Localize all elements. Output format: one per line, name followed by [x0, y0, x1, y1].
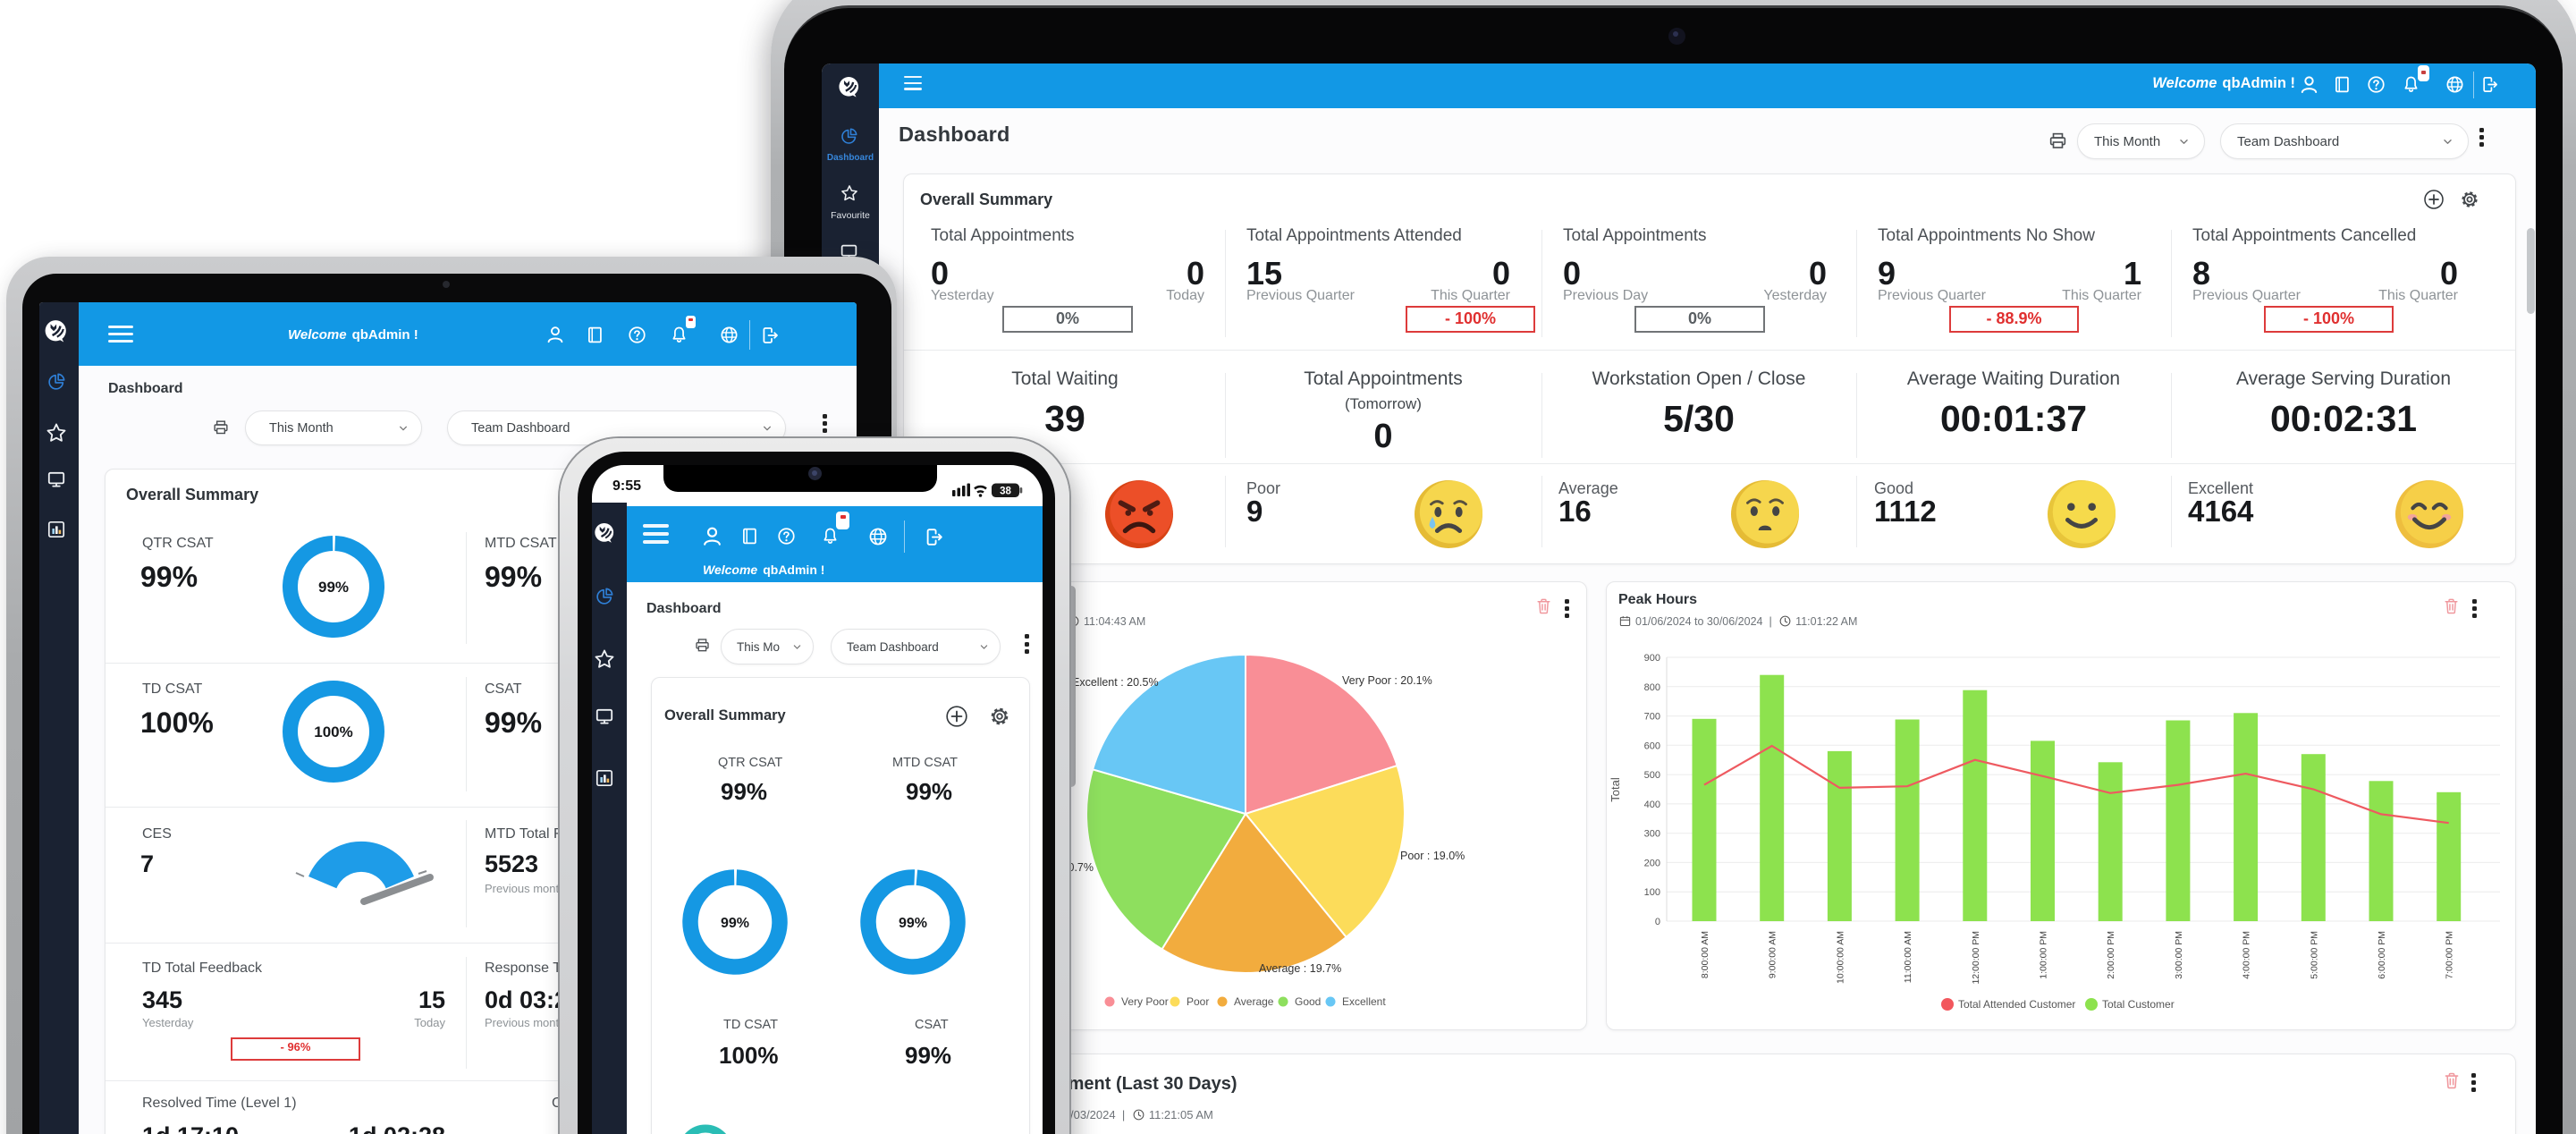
svg-text:Excellent : 20.5%: Excellent : 20.5%: [1072, 676, 1159, 689]
svg-text:900: 900: [1644, 653, 1660, 664]
svg-text:Total: Total: [1609, 777, 1622, 802]
svg-text:2:00:00 PM: 2:00:00 PM: [2106, 931, 2116, 979]
svg-text:Good: Good: [1295, 995, 1321, 1008]
svg-text:11:00:00 AM: 11:00:00 AM: [1903, 931, 1913, 983]
svg-text:0: 0: [1655, 917, 1660, 927]
svg-text:Very Poor: Very Poor: [1121, 995, 1169, 1008]
svg-text:99%: 99%: [899, 916, 927, 931]
svg-text:Total Attended Customer: Total Attended Customer: [1958, 998, 2075, 1011]
svg-text:600: 600: [1644, 740, 1660, 751]
svg-text:200: 200: [1644, 858, 1660, 868]
svg-text:10:00:00 AM: 10:00:00 AM: [1835, 931, 1845, 984]
svg-text:800: 800: [1644, 682, 1660, 693]
svg-text:500: 500: [1644, 770, 1660, 781]
svg-text:Poor: Poor: [1187, 995, 1209, 1008]
svg-text:8:00:00 AM: 8:00:00 AM: [1700, 931, 1710, 978]
svg-text:Average : 19.7%: Average : 19.7%: [1259, 962, 1341, 975]
svg-text:Excellent: Excellent: [1342, 995, 1386, 1008]
svg-text:100: 100: [1644, 887, 1660, 898]
svg-text:99%: 99%: [721, 916, 749, 931]
svg-text:Poor : 19.0%: Poor : 19.0%: [1400, 850, 1465, 862]
svg-text:3:00:00 PM: 3:00:00 PM: [2174, 931, 2184, 979]
svg-text:4:00:00 PM: 4:00:00 PM: [2242, 931, 2252, 979]
svg-text:7:00:00 PM: 7:00:00 PM: [2445, 931, 2455, 979]
svg-text:300: 300: [1644, 829, 1660, 840]
svg-text:700: 700: [1644, 712, 1660, 723]
svg-text:99%: 99%: [318, 579, 349, 596]
svg-text:1:00:00 PM: 1:00:00 PM: [2039, 931, 2049, 979]
svg-text:6:00:00 PM: 6:00:00 PM: [2377, 931, 2387, 979]
svg-text:400: 400: [1644, 800, 1660, 810]
svg-text:Total Customer: Total Customer: [2102, 998, 2175, 1011]
svg-text:100%: 100%: [314, 724, 352, 740]
svg-text:38: 38: [1000, 487, 1011, 497]
svg-text:12:00:00 PM: 12:00:00 PM: [1971, 931, 1981, 985]
svg-text:5:00:00 PM: 5:00:00 PM: [2309, 931, 2319, 979]
svg-text:Average: Average: [1234, 995, 1274, 1008]
svg-text:9:00:00 AM: 9:00:00 AM: [1768, 931, 1778, 978]
svg-text:Very Poor : 20.1%: Very Poor : 20.1%: [1342, 674, 1432, 687]
